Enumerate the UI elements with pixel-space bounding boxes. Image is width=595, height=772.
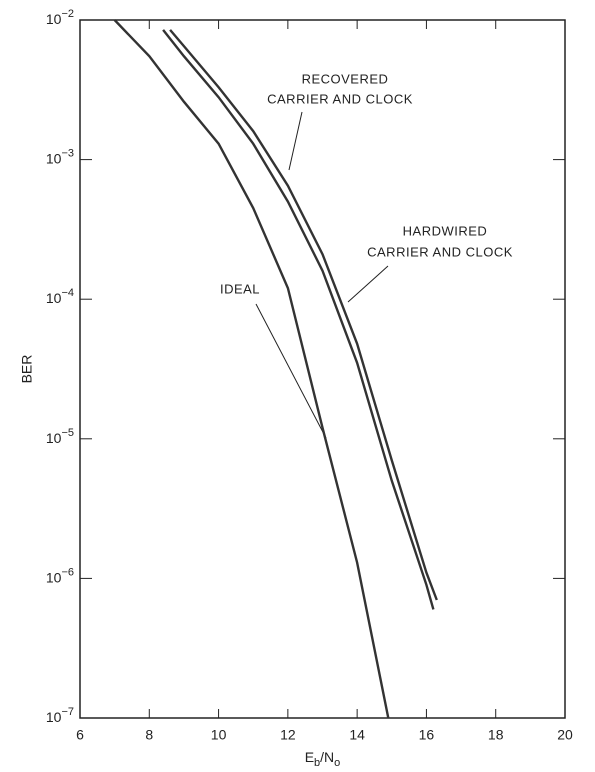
annotation: RECOVERED bbox=[302, 71, 389, 86]
x-tick-label: 20 bbox=[557, 727, 573, 743]
y-tick-label: 10−4 bbox=[46, 287, 74, 306]
annotation: IDEAL bbox=[220, 281, 260, 296]
x-tick-label: 12 bbox=[280, 727, 296, 743]
y-tick-label: 10−2 bbox=[46, 8, 74, 27]
annotation-arrow bbox=[255, 303, 327, 439]
x-axis-label: Eb/No bbox=[305, 749, 341, 769]
annotation: HARDWIRED bbox=[403, 223, 488, 238]
y-tick-label: 10−5 bbox=[46, 427, 74, 446]
series-line bbox=[113, 19, 390, 719]
x-tick-label: 10 bbox=[211, 727, 227, 743]
x-tick-label: 18 bbox=[488, 727, 504, 743]
y-axis-label: BER bbox=[19, 355, 35, 384]
annotation: CARRIER AND CLOCK bbox=[367, 244, 513, 259]
y-tick-label: 10−6 bbox=[46, 566, 74, 585]
annotation-arrow bbox=[288, 111, 303, 171]
x-tick-label: 14 bbox=[349, 727, 365, 743]
series-line bbox=[162, 29, 435, 610]
x-tick-label: 8 bbox=[145, 727, 153, 743]
x-tick-label: 6 bbox=[76, 727, 84, 743]
x-tick-label: 16 bbox=[419, 727, 435, 743]
annotation-arrow bbox=[347, 265, 389, 303]
series-line bbox=[169, 29, 438, 601]
y-tick-label: 10−3 bbox=[46, 148, 74, 167]
y-tick-label: 10−7 bbox=[46, 706, 74, 725]
annotation: CARRIER AND CLOCK bbox=[267, 91, 413, 106]
plot-frame bbox=[79, 19, 566, 719]
